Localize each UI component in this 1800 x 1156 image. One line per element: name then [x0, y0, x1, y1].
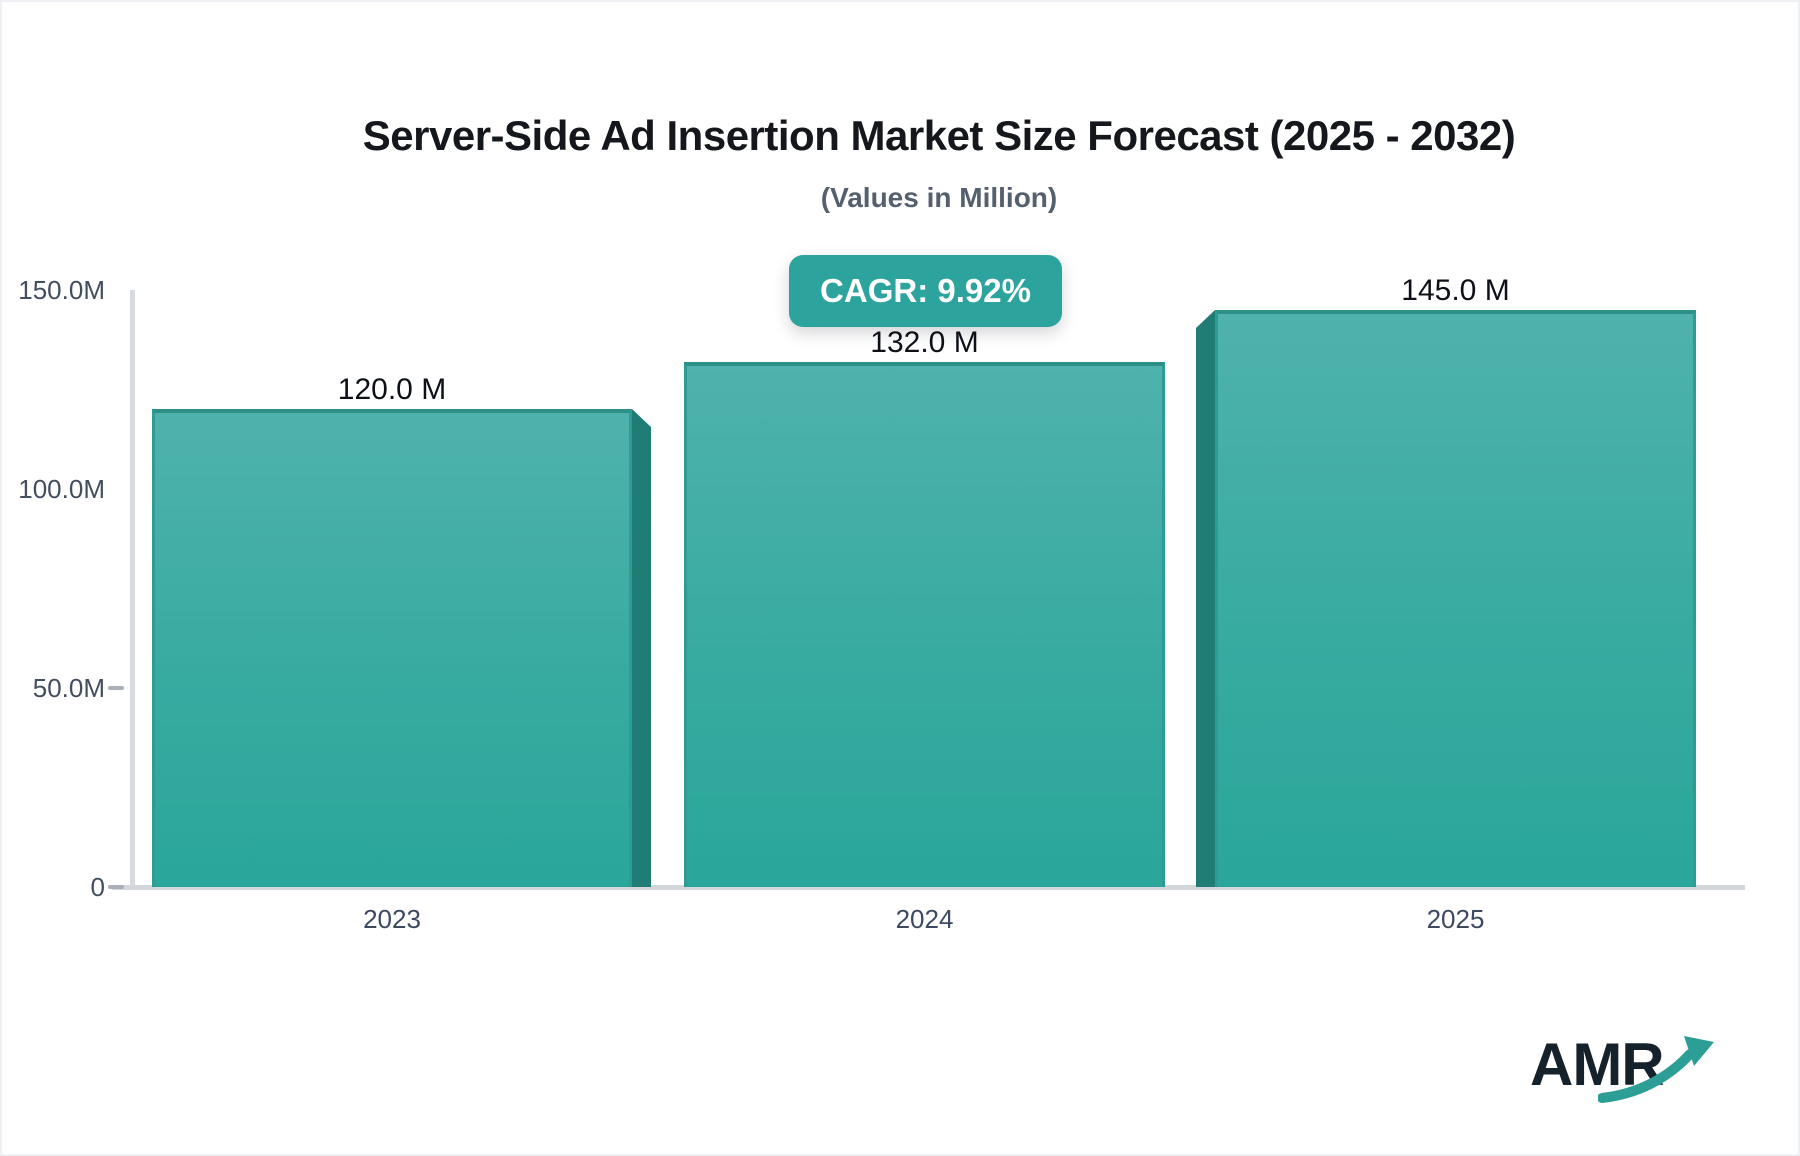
- bar-3d-side: [1196, 310, 1215, 887]
- bar-2023: [152, 409, 632, 887]
- cagr-badge: CAGR: 9.92%: [789, 255, 1062, 327]
- bar-2025: [1215, 310, 1696, 887]
- y-axis-label: 150.0M: [18, 275, 105, 305]
- y-axis-line: [130, 290, 135, 888]
- bar-value-label: 145.0 M: [1401, 274, 1510, 307]
- bar-value-label: 132.0 M: [870, 326, 979, 359]
- x-axis-label: 2024: [895, 904, 954, 934]
- chart-subtitle: (Values in Million): [820, 182, 1058, 213]
- y-axis-label: 50.0M: [32, 673, 105, 703]
- amr-logo: AMR: [1472, 1022, 1732, 1132]
- growth-arrow-icon: [1598, 1036, 1714, 1103]
- bar-3d-side: [632, 409, 651, 887]
- y-axis-label: 0: [90, 872, 105, 902]
- chart-header: Server-Side Ad Insertion Market Size For…: [132, 2, 1746, 214]
- y-axis-label: 100.0M: [18, 474, 105, 504]
- y-axis-tick: [108, 885, 124, 889]
- x-axis-label: 2025: [1426, 904, 1485, 934]
- y-axis-tick: [108, 686, 124, 690]
- x-axis-line: [112, 885, 1745, 890]
- chart-title: Server-Side Ad Insertion Market Size For…: [362, 112, 1516, 159]
- x-axis-label: 2023: [363, 904, 421, 934]
- bar-2024: [684, 362, 1165, 887]
- bar-value-label: 120.0 M: [337, 373, 447, 406]
